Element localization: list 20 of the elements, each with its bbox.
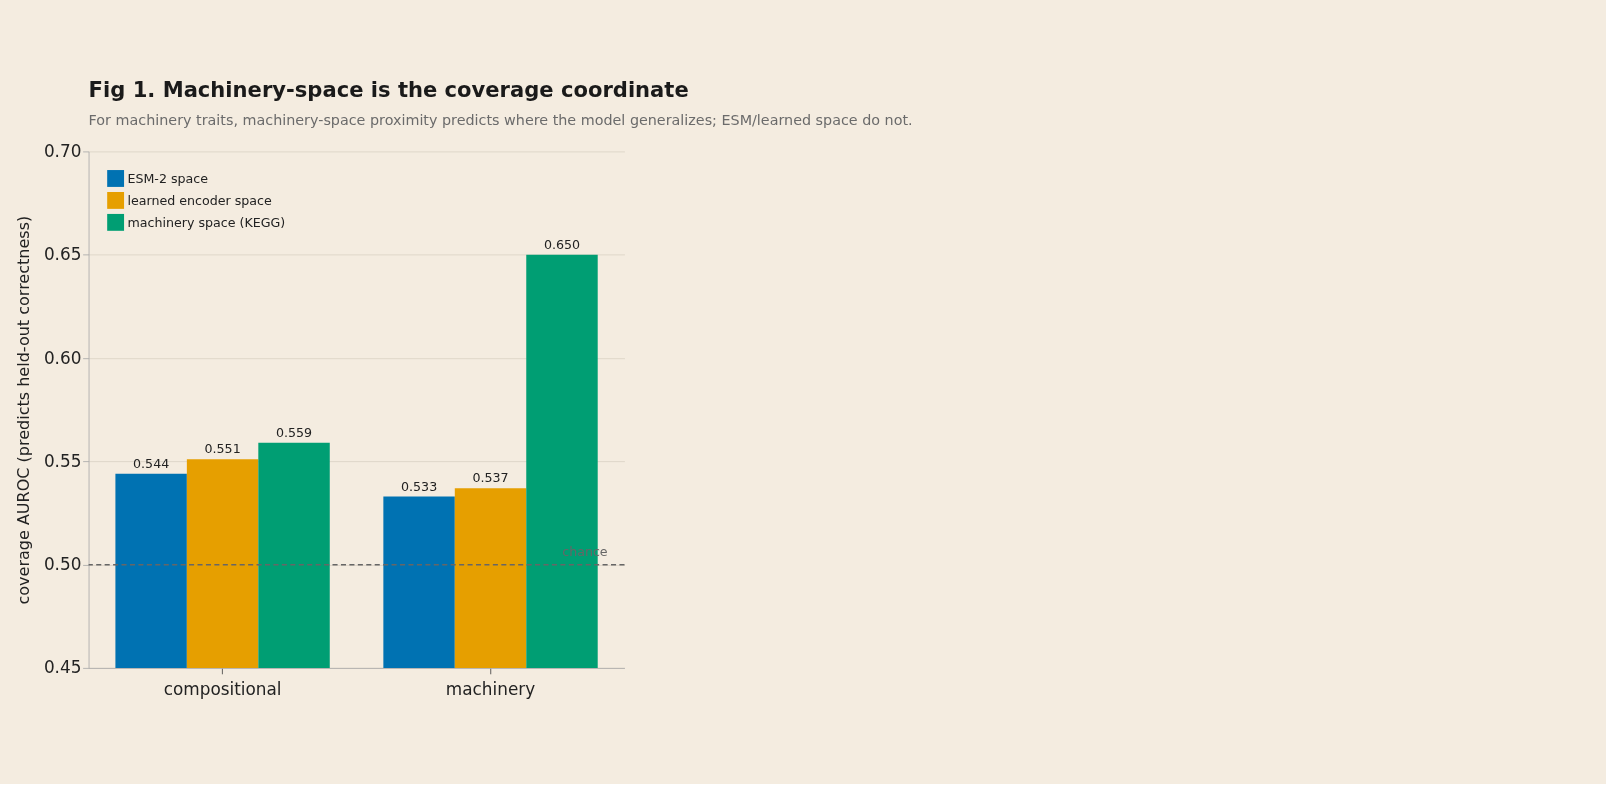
legend-label: ESM-2 space [127, 170, 209, 186]
chart-title: Fig 1. Machinery-space is the coverage coordinate [88, 76, 689, 102]
data-label: 0.551 [204, 441, 241, 457]
data-label: 0.544 [133, 455, 170, 471]
data-label: 0.559 [275, 424, 313, 440]
chart-subtitle: For machinery traits, machinery-space proximity predicts where the model generalizes; ESM/learned space do not. [88, 112, 913, 129]
x-tick-label: machinery [445, 678, 536, 699]
y-tick-label: 0.45 [43, 657, 82, 678]
y-tick-label: 0.50 [43, 554, 82, 575]
legend-label: machinery space (KEGG) [127, 214, 286, 230]
x-tick-label: compositional [163, 678, 282, 699]
legend-label: learned encoder space [127, 192, 273, 208]
data-label: 0.650 [543, 236, 581, 252]
y-axis-title: coverage AUROC (predicts held-out correctness) [13, 215, 33, 605]
y-tick-label: 0.70 [43, 140, 82, 161]
data-label: 0.533 [400, 478, 438, 494]
data-label: 0.537 [472, 470, 509, 486]
y-tick-label: 0.65 [43, 244, 82, 265]
y-tick-label: 0.55 [43, 450, 82, 471]
y-tick-label: 0.60 [43, 347, 82, 368]
